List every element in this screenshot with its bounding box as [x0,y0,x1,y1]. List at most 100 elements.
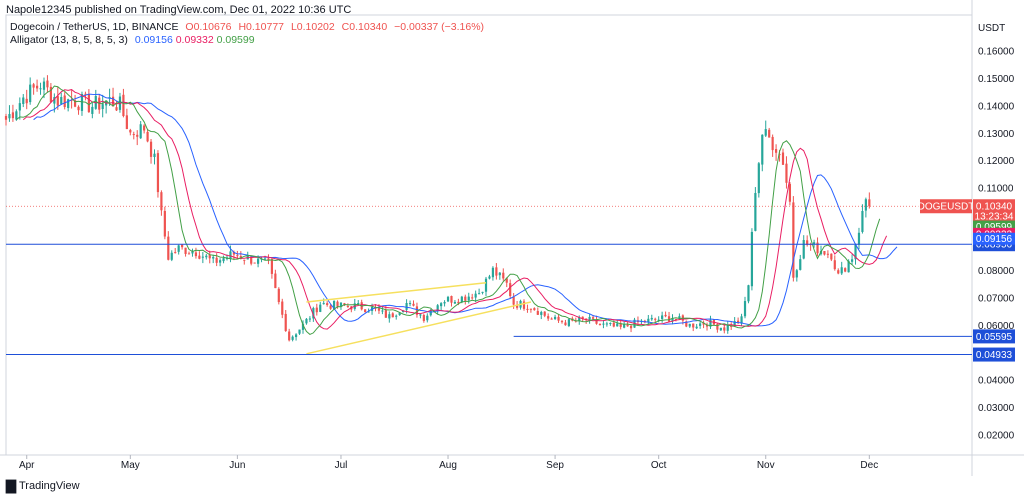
candle-body [146,131,149,142]
candle-body [80,94,84,111]
candle-body [77,106,80,111]
alligator-price-tag [973,232,1015,245]
ohlc-high-label: H [238,21,247,33]
candle-body [181,244,184,248]
alligator-legend: Alligator (13, 8, 5, 8, 5, 3) 0.09156 0.… [10,34,255,46]
candle-body [806,240,809,245]
candle-body [384,310,387,318]
candle-body [750,231,754,287]
candle-body [149,141,153,157]
candle-body [550,318,553,320]
candle-body [705,325,709,327]
candle-body [857,232,861,245]
candle-body [53,97,56,104]
candle-body [702,322,705,325]
candle-body [837,270,840,274]
candle-body [49,86,52,103]
candle-body [515,304,519,308]
candle-body [481,291,484,293]
candle-body [533,308,536,311]
candle-body [512,296,515,305]
candle-body [526,308,529,310]
ohlc-high: 0.10777 [246,21,285,33]
candle-body [605,323,608,325]
candle-body [502,272,505,279]
candle-body [35,85,39,89]
symbol-name: Dogecoin / TetherUS, 1D, BINANCE [10,21,179,33]
candle-body [232,251,236,255]
alligator-lips-line [16,85,881,335]
candle-body [419,314,422,316]
y-tick-label: 0.12000 [978,156,1015,167]
candle-body [764,129,767,136]
x-tick-label: Oct [651,460,667,471]
symbol-tag [920,199,972,214]
candle-body [464,296,467,301]
candle-body [802,240,805,259]
x-tick-label: Apr [19,460,35,471]
candle-body [263,258,267,260]
candle-body [484,278,488,292]
x-tick-label: Nov [757,460,775,471]
candle-body [850,259,854,262]
candle-body [498,272,501,276]
candle-body [395,315,398,317]
candle-body [143,125,146,131]
publish-line: Napole12345 published on TradingView.com… [6,4,352,16]
candle-body [170,252,173,260]
candle-body [274,273,277,289]
candle-body [25,98,28,104]
candle-body [377,308,381,311]
candle-body [111,96,115,107]
y-tick-label: 0.02000 [978,431,1015,442]
candle-body [15,111,18,120]
candle-body [398,312,401,315]
candle-body [29,84,32,103]
ohlc-open-label: O [185,21,194,33]
alligator-price-value: 0.09156 [976,234,1013,245]
horizontal-level-value: 0.04933 [976,350,1013,361]
candle-body [757,163,760,194]
candle-body [695,326,698,329]
candle-body [73,100,77,107]
y-tick-label: 0.04000 [978,376,1015,387]
candle-body [567,319,570,326]
candle-body [671,318,674,322]
candle-body [205,255,208,258]
candle-body [505,278,508,283]
candle-body [812,242,816,245]
candle-body [685,321,688,327]
candle-body [364,309,367,313]
candle-body [823,251,826,255]
candle-body [156,153,160,193]
candle-body [564,322,567,326]
candle-body [212,257,215,259]
candle-body [460,296,463,303]
candle-body [405,302,408,310]
candle-body [291,336,294,340]
candle-body [357,303,360,305]
current-price-tag [973,199,1015,224]
candle-body [329,305,332,309]
candle-body [826,253,829,255]
candle-body [177,245,180,252]
ohlc-open: 0.10676 [193,21,232,33]
candle-body [699,323,702,326]
candle-body [678,316,681,319]
candle-body [761,134,764,165]
candle-body [509,283,512,297]
candle-body [174,252,177,254]
candle-body [163,210,166,237]
alligator-teeth-line [22,89,888,330]
candle-body [778,154,781,156]
x-tick-label: Jul [335,460,348,471]
candle-body [478,293,481,295]
candle-body [730,325,733,327]
candle-body [381,310,384,312]
candle-body [84,93,87,95]
candle-body [426,315,429,321]
candle-body [284,313,287,331]
candle-body [301,323,305,330]
candle-body [743,301,747,317]
